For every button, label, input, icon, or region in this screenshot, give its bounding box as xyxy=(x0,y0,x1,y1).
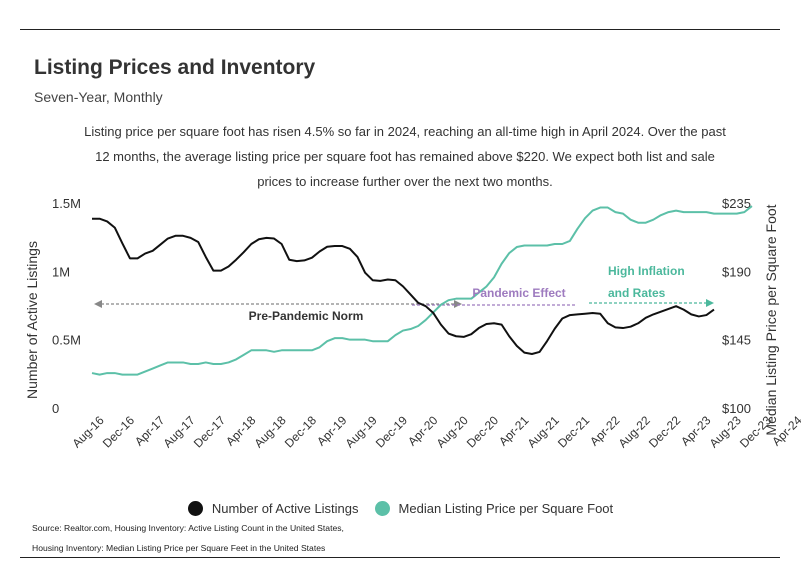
active-listings-line xyxy=(92,217,715,356)
right-tick-label: $145 xyxy=(722,333,751,348)
legend-price-dot-icon xyxy=(374,500,390,516)
x-tick-label: Aug-16 xyxy=(69,413,106,450)
source-line-1: Source: Realtor.com, Housing Inventory: … xyxy=(32,523,344,533)
legend-item-price[interactable]: Median Listing Price per Square Foot xyxy=(374,500,614,516)
x-tick-label: Aug-23 xyxy=(707,413,744,450)
x-tick-label: Aug-20 xyxy=(434,413,471,450)
right-tick-label: $190 xyxy=(722,264,751,279)
x-tick-label: Dec-22 xyxy=(646,413,683,450)
bottom-rule xyxy=(20,557,780,558)
series-layer xyxy=(91,205,753,376)
x-tick-label: Dec-16 xyxy=(100,413,137,450)
inflation-arrowhead xyxy=(706,299,714,307)
annotation-pandemic-effect: Pandemic Effect xyxy=(472,286,565,300)
chart-title: Listing Prices and Inventory xyxy=(34,56,316,79)
chart-description: Listing price per square foot has risen … xyxy=(84,124,726,189)
legend-item-listings[interactable]: Number of Active Listings xyxy=(187,500,359,516)
left-tick-label: 0 xyxy=(52,401,59,416)
x-tick-label: Aug-19 xyxy=(343,413,380,450)
legend: Number of Active Listings Median Listing… xyxy=(0,498,801,518)
left-tick-label: 0.5M xyxy=(52,333,81,348)
price-per-sqft-line xyxy=(91,205,753,376)
x-tick-label: Aug-22 xyxy=(616,413,653,450)
x-tick-label: Dec-18 xyxy=(282,413,319,450)
source-line-2: Housing Inventory: Median Listing Price … xyxy=(32,543,326,553)
legend-price-label: Median Listing Price per Square Foot xyxy=(398,500,614,516)
x-tick-label: Dec-19 xyxy=(373,413,410,450)
left-axis-label: Number of Active Listings xyxy=(24,241,40,399)
right-tick-label: $235 xyxy=(722,196,751,211)
left-tick-label: 1M xyxy=(52,264,70,279)
x-tick-label: Dec-17 xyxy=(191,413,228,450)
right-tick-label: $100 xyxy=(722,401,751,416)
pre-pandemic-arrowhead-left xyxy=(94,300,102,308)
x-tick-label: Aug-17 xyxy=(160,413,197,450)
annotation-high-inflation: High Inflation xyxy=(608,264,685,278)
chart-subtitle: Seven-Year, Monthly xyxy=(34,89,163,105)
x-tick-label: Dec-21 xyxy=(555,413,592,450)
right-axis-label: Median Listing Price per Square Foot xyxy=(763,204,779,435)
annotation-and-rates: and Rates xyxy=(608,286,666,300)
right-axis-ticks: $100 $145 $190 $235 xyxy=(722,196,751,416)
x-tick-label: Dec-20 xyxy=(464,413,501,450)
x-axis-ticks: Aug-16Dec-16Apr-17Aug-17Dec-17Apr-18Aug-… xyxy=(69,413,801,450)
legend-listings-dot-icon xyxy=(187,500,203,516)
annotation-pre-pandemic-norm: Pre-Pandemic Norm xyxy=(249,309,364,323)
left-axis-ticks: 0 0.5M 1M 1.5M xyxy=(52,196,81,416)
pre-pandemic-arrowhead-right xyxy=(454,300,462,308)
legend-listings-label: Number of Active Listings xyxy=(211,500,359,516)
x-tick-label: Aug-18 xyxy=(251,413,288,450)
left-tick-label: 1.5M xyxy=(52,196,81,211)
x-tick-label: Aug-21 xyxy=(525,413,562,450)
top-rule xyxy=(20,29,780,30)
